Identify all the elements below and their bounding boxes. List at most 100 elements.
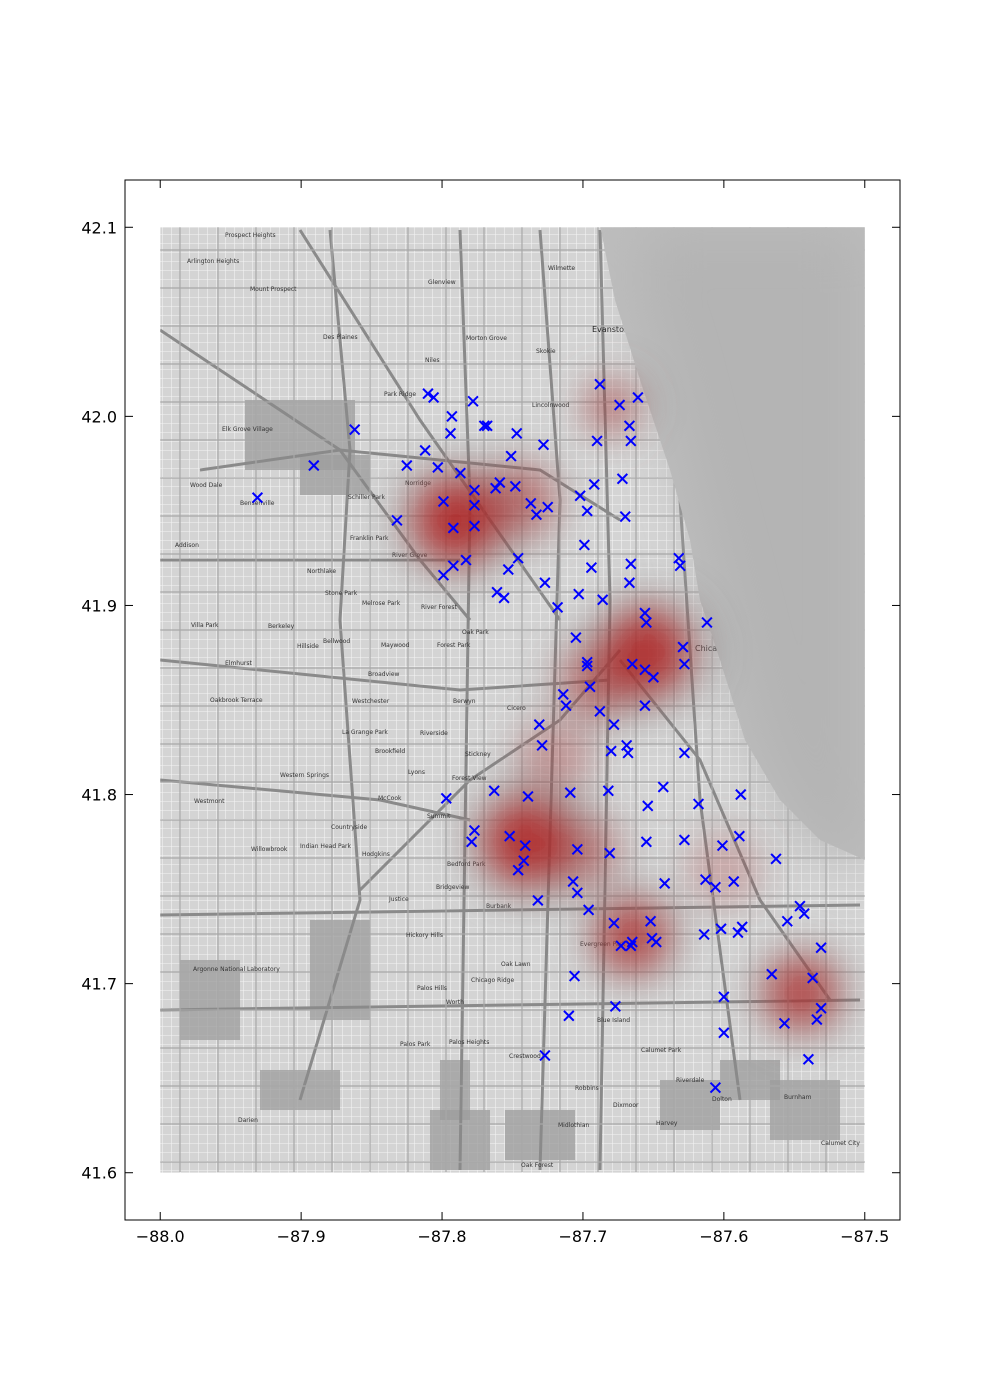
street-map-background: Prospect Heights Arlington Heights Mount P… [160, 227, 865, 1173]
data-point-45 [594, 378, 606, 390]
data-point-34 [537, 439, 550, 451]
y-tick-label: 41.8 [81, 786, 117, 805]
data-point-87 [466, 836, 478, 848]
map-label-argonne-national-laboratory: Argonne National Laboratory [193, 966, 280, 973]
x-tick-label: −87.8 [418, 1227, 467, 1246]
map-label-harvey: Harvey [656, 1120, 678, 1127]
data-point-99 [735, 788, 747, 801]
data-point-12 [446, 410, 458, 422]
data-point-98 [716, 839, 729, 852]
data-point-103 [571, 887, 583, 899]
data-point-81 [602, 785, 614, 797]
data-point-67 [647, 671, 660, 683]
map-label-stone-park: Stone Park [325, 590, 358, 597]
map-label-blue-island: Blue Island [597, 1017, 630, 1024]
data-point-31 [512, 552, 524, 564]
data-point-102 [567, 875, 579, 888]
map-label-park-ridge: Park Ridge [384, 391, 416, 398]
data-point-91 [512, 864, 524, 876]
map-label-summit: Summit [427, 813, 451, 820]
data-point-63 [581, 656, 593, 668]
data-point-35 [539, 577, 551, 589]
data-point-128 [718, 991, 730, 1003]
data-point-33 [530, 509, 543, 521]
data-point-36 [542, 501, 554, 513]
data-point-48 [616, 473, 629, 485]
data-point-11 [444, 427, 457, 439]
data-point-42 [585, 562, 598, 574]
data-point-86 [468, 824, 481, 837]
data-point-75 [536, 739, 548, 751]
data-point-29 [509, 480, 521, 492]
map-label-worth: Worth [446, 999, 464, 1006]
data-point-120 [736, 921, 748, 933]
x-tick-label: −87.5 [840, 1227, 889, 1246]
map-label-crestwood: Crestwood [509, 1053, 541, 1060]
x-tick-label: −87.6 [699, 1227, 748, 1246]
data-point-32 [525, 497, 537, 509]
map-label-skokie: Skokie [536, 348, 556, 355]
data-point-136 [802, 1053, 815, 1065]
data-point-46 [597, 594, 609, 606]
map-label-oak-park: Oak Park [462, 629, 489, 636]
data-point-40 [578, 539, 590, 551]
data-point-53 [623, 577, 636, 589]
x-tick-label: −87.9 [277, 1227, 326, 1246]
map-highway-3 [160, 778, 471, 822]
map-label-berkeley: Berkeley [268, 623, 295, 630]
map-label-maywood: Maywood [381, 642, 410, 649]
data-point-89 [519, 839, 531, 852]
heat-spot-8 [766, 957, 837, 1029]
map-label-northlake: Northlake [307, 568, 336, 575]
data-point-8 [432, 461, 444, 474]
map-district-4 [180, 960, 240, 1040]
data-point-60 [677, 641, 689, 653]
map-label-niles: Niles [425, 357, 440, 364]
data-point-111 [615, 940, 627, 952]
map-label-evanston: Evanston [592, 325, 629, 334]
data-point-96 [678, 834, 691, 846]
data-point-52 [625, 558, 637, 570]
map-label-hickory-hills: Hickory Hills [406, 932, 443, 939]
heat-spot-0 [413, 478, 499, 563]
map-label-addison: Addison [175, 542, 199, 549]
heat-spot-6 [547, 816, 619, 887]
map-label-hillside: Hillside [297, 643, 319, 650]
map-label-la-grange-park: La Grange Park [342, 729, 388, 736]
data-point-109 [728, 875, 740, 888]
data-point-21 [478, 420, 490, 432]
data-point-44 [591, 435, 603, 447]
heat-spot-9 [519, 721, 590, 792]
map-district-5 [260, 1070, 340, 1110]
map-label-palos-hills: Palos Hills [417, 985, 447, 992]
data-point-71 [594, 705, 606, 717]
heat-spot-10 [688, 834, 760, 906]
map-label-forest-view: Forest View [452, 775, 487, 782]
data-point-24 [494, 476, 506, 489]
data-point-19 [468, 520, 481, 532]
heat-spot-7 [597, 901, 668, 972]
data-point-17 [468, 484, 481, 496]
data-point-65 [626, 658, 638, 670]
data-point-56 [674, 560, 686, 572]
data-point-15 [460, 554, 472, 566]
map-label-robbins: Robbins [575, 1085, 599, 1092]
heat-spot-2 [585, 381, 637, 433]
data-point-85 [440, 792, 452, 804]
heat-spot-5 [484, 799, 569, 885]
data-point-130 [815, 1002, 827, 1014]
map-label-schiller-park: Schiller Park [348, 494, 385, 501]
data-point-59 [640, 616, 652, 629]
data-point-61 [678, 658, 691, 670]
map-label-franklin-park: Franklin Park [350, 535, 389, 542]
data-point-118 [715, 923, 727, 935]
map-district-10 [770, 1080, 840, 1140]
map-label-westmont: Westmont [194, 798, 225, 805]
data-point-124 [815, 942, 827, 954]
data-point-66 [639, 664, 651, 676]
data-point-51 [625, 435, 637, 447]
data-point-76 [605, 745, 617, 757]
data-point-131 [563, 1010, 575, 1022]
map-label-countryside: Countryside [331, 824, 367, 831]
data-point-49 [619, 510, 631, 523]
